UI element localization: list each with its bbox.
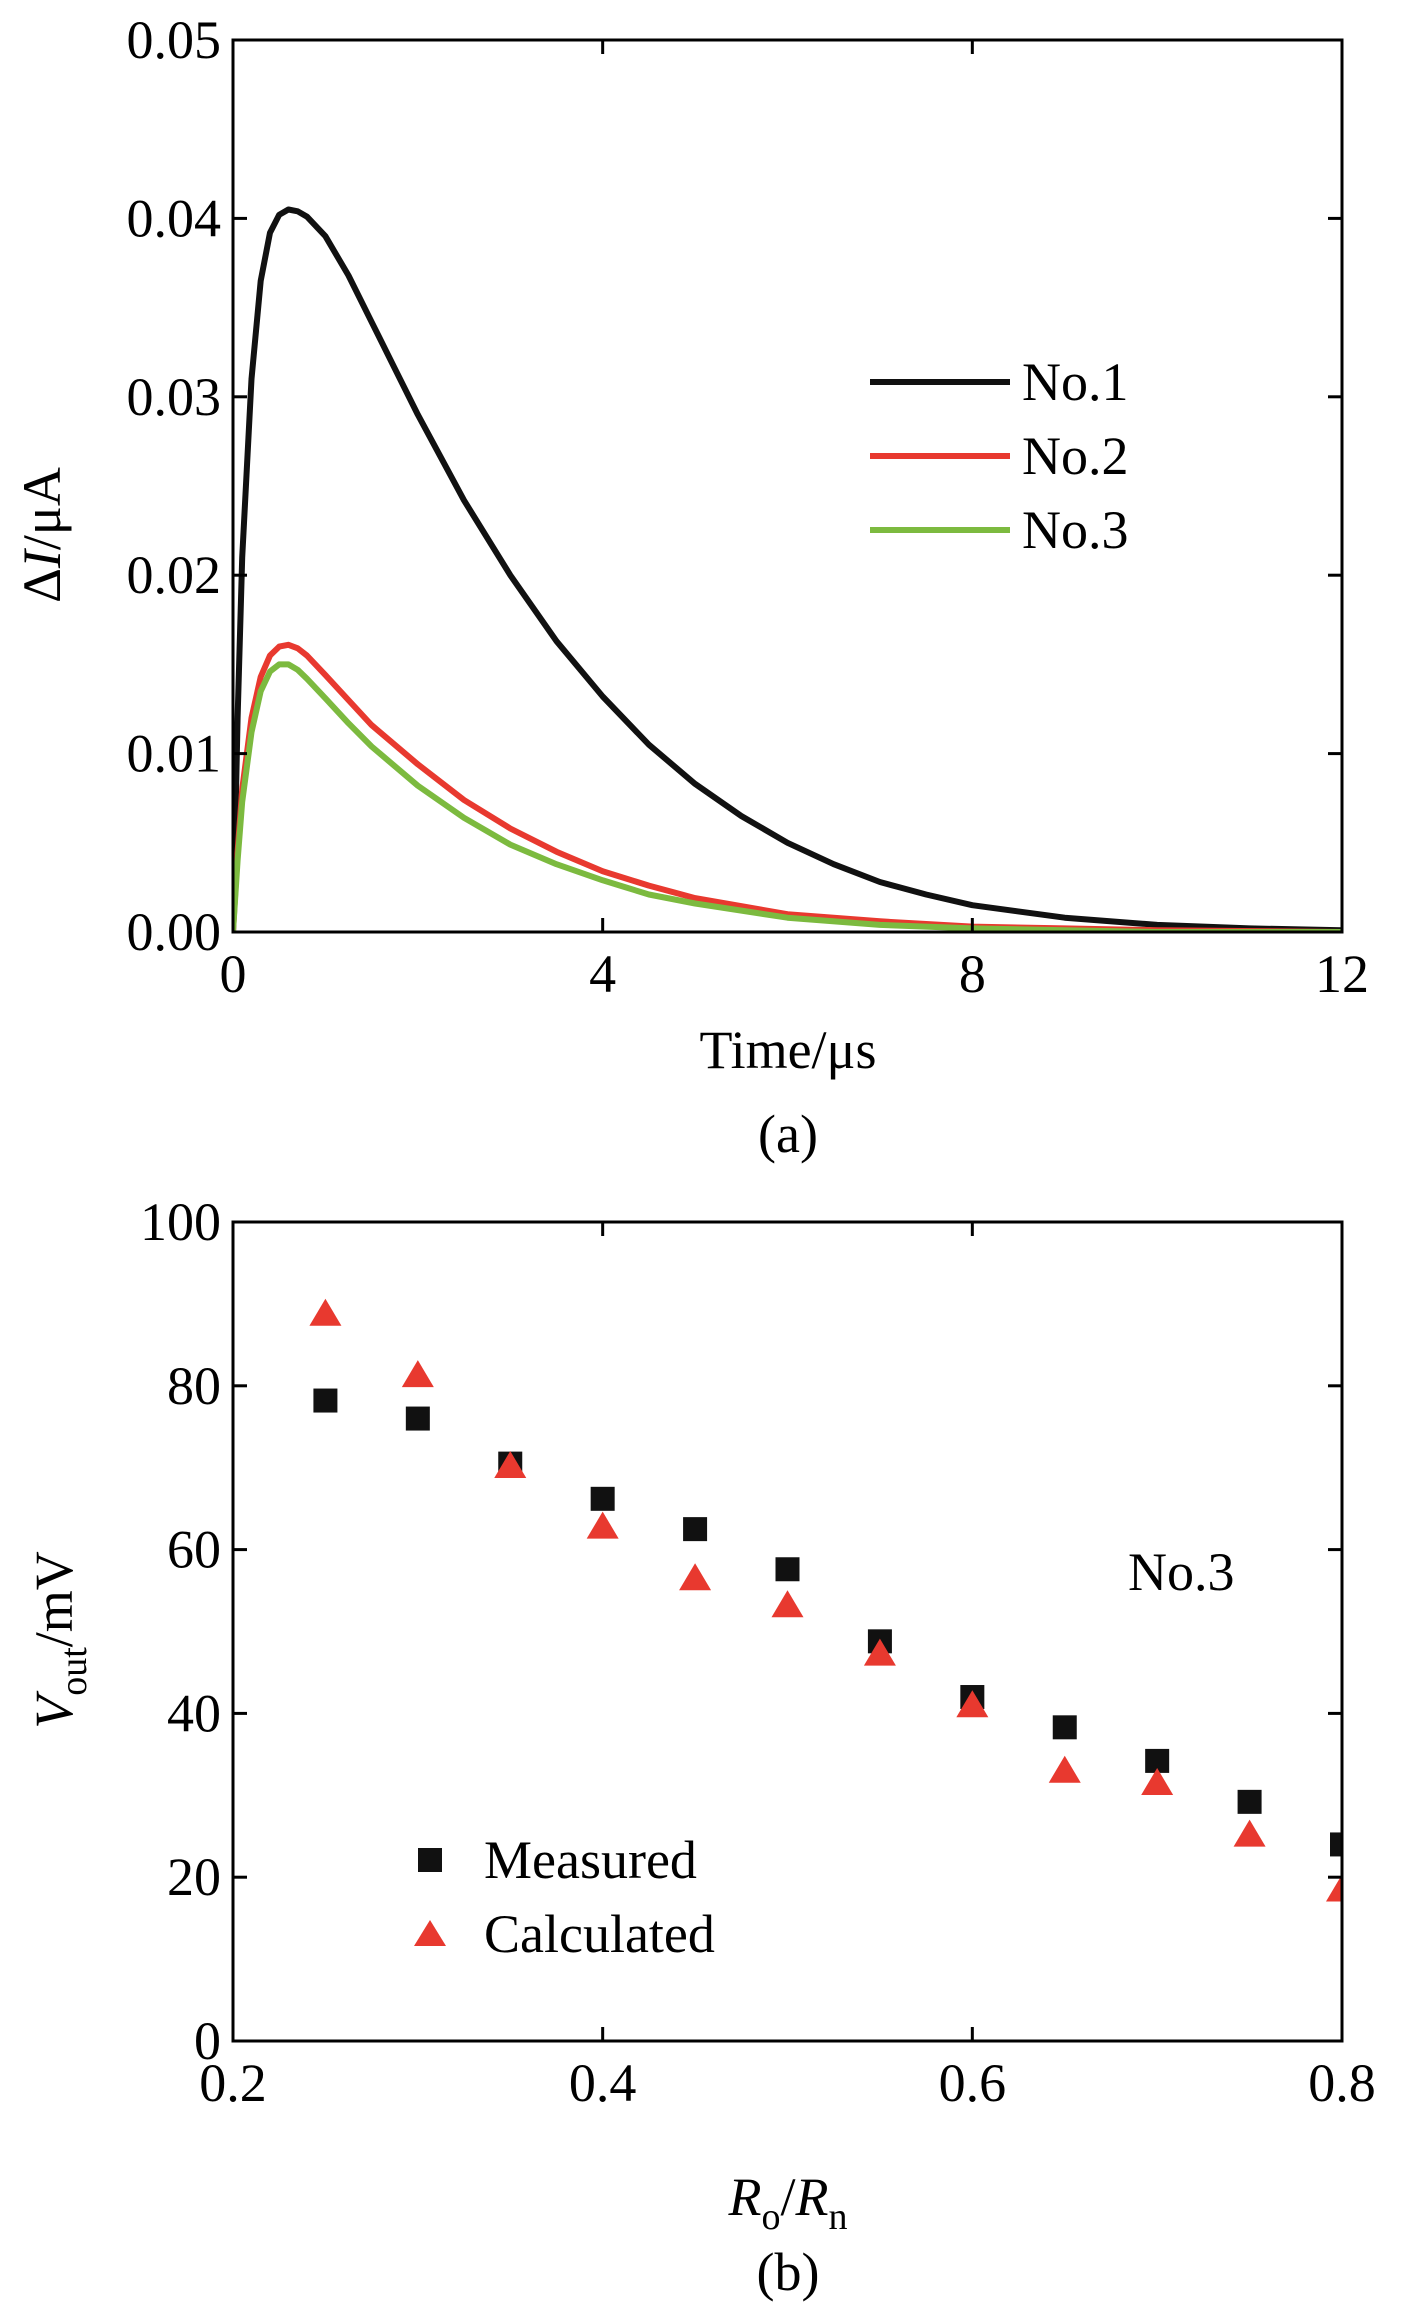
measured-point: [683, 1517, 708, 1542]
panel-a-y-tick-label: 0.00: [127, 902, 222, 962]
panel-a-x-axis-label: Time/μs: [699, 1020, 876, 1080]
legend-marker-calculated: [414, 1920, 446, 1946]
series-line-no3: [233, 661, 1342, 932]
panel-b-y-tick-label: 80: [167, 1356, 221, 1416]
panel-a-y-axis-label: ΔI/μA: [12, 467, 72, 603]
measured-point: [1330, 1832, 1342, 1857]
panel-b-x-tick-label: 0.6: [939, 2053, 1007, 2113]
panel-a-x-tick-label: 8: [959, 944, 986, 1004]
x-label-sep: /: [780, 2167, 795, 2227]
panel-a-x-tick-label: 0: [220, 944, 247, 1004]
x-label-sub1: o: [761, 2196, 780, 2238]
legend-marker-measured: [418, 1848, 442, 1872]
series-line-no2: [233, 641, 1342, 932]
panel-b-y-tick-label: 100: [140, 1192, 221, 1252]
panel-b-series-group: [309, 1298, 1342, 1902]
panel-a-x-tick-label: 4: [589, 944, 616, 1004]
y-label-unit: /μA: [12, 467, 72, 550]
measured-point: [313, 1388, 338, 1413]
legend-label-no1: No.1: [1022, 352, 1129, 412]
y-label-var-b: V: [24, 1690, 84, 1729]
panel-b-legend: Measured Calculated: [414, 1830, 715, 1964]
panel-b-annotation: No.3: [1128, 1542, 1235, 1602]
panel-b-x-axis-label: Ro/Rn: [727, 2167, 847, 2238]
legend-label-calculated: Calculated: [484, 1904, 715, 1964]
panel-b-plot-frame: [231, 1220, 1344, 2043]
panel-a-y-tick-label: 0.03: [127, 367, 222, 427]
calculated-point: [586, 1511, 619, 1539]
measured-point: [590, 1486, 615, 1511]
y-label-unit-b: /mV: [24, 1551, 84, 1647]
panel-b-y-axis-label: Vout/mV: [24, 1551, 95, 1729]
panel-b-y-tick-label: 40: [167, 1683, 221, 1743]
panel-b-x-tick-label: 0.2: [199, 2053, 267, 2113]
y-label-delta: Δ: [12, 568, 72, 603]
measured-point: [405, 1406, 430, 1431]
panel-b-y-tick-label: 60: [167, 1520, 221, 1580]
panel-a-y-tick-label: 0.05: [127, 10, 222, 70]
x-label-var1: R: [727, 2167, 761, 2227]
panel-a-plot-frame: [231, 38, 1344, 934]
y-label-var: I: [12, 547, 72, 569]
panel-a-line-chart: 0 4 8 12 0.00 0.01 0.02 0.03 0.04 0.05 No.1 No.2 …: [12, 10, 1369, 1164]
panel-a-y-tick-label: 0.02: [127, 545, 222, 605]
legend-label-no2: No.2: [1022, 426, 1129, 486]
panel-a-y-tick-label: 0.04: [127, 188, 222, 248]
panel-b-axes-ticks: 0.2 0.4 0.6 0.8 0 20 40 60 80 100: [140, 1192, 1376, 2113]
calculated-point: [679, 1563, 712, 1591]
panel-b-x-tick-label: 0.4: [569, 2053, 637, 2113]
panel-a-legend: No.1 No.2 No.3: [870, 352, 1129, 560]
panel-b-scatter-chart: 0.2 0.4 0.6 0.8 0 20 40 60 80 100 No.3 Measured C…: [24, 1192, 1376, 2302]
panel-b-caption: (b): [757, 2242, 820, 2302]
calculated-point: [494, 1451, 527, 1479]
panel-a-x-tick-label: 12: [1315, 944, 1369, 1004]
calculated-point: [863, 1638, 896, 1666]
calculated-point: [1048, 1755, 1081, 1783]
panel-b-y-tick-label: 0: [194, 2011, 221, 2071]
x-label-sub2: n: [829, 2196, 848, 2238]
calculated-point: [401, 1360, 434, 1388]
measured-point: [1237, 1789, 1262, 1814]
calculated-point: [1233, 1819, 1266, 1847]
y-label-sub-b: out: [53, 1647, 95, 1696]
calculated-point: [956, 1690, 989, 1718]
x-label-var2: R: [795, 2167, 829, 2227]
panel-b-x-tick-label: 0.8: [1308, 2053, 1376, 2113]
measured-point: [1052, 1715, 1077, 1740]
measured-point: [775, 1557, 800, 1582]
legend-label-no3: No.3: [1022, 500, 1129, 560]
calculated-point: [309, 1298, 342, 1326]
legend-label-measured: Measured: [484, 1830, 697, 1890]
calculated-point: [1326, 1874, 1342, 1902]
panel-a-caption: (a): [758, 1104, 818, 1164]
panel-a-series-group: [233, 206, 1342, 932]
panel-a-axes-ticks: 0 4 8 12 0.00 0.01 0.02 0.03 0.04 0.05: [127, 10, 1370, 1004]
calculated-point: [771, 1590, 804, 1618]
panel-b-y-tick-label: 20: [167, 1847, 221, 1907]
calculated-point: [1141, 1768, 1174, 1796]
series-line-no1: [233, 206, 1342, 932]
panel-a-y-tick-label: 0.01: [127, 724, 222, 784]
